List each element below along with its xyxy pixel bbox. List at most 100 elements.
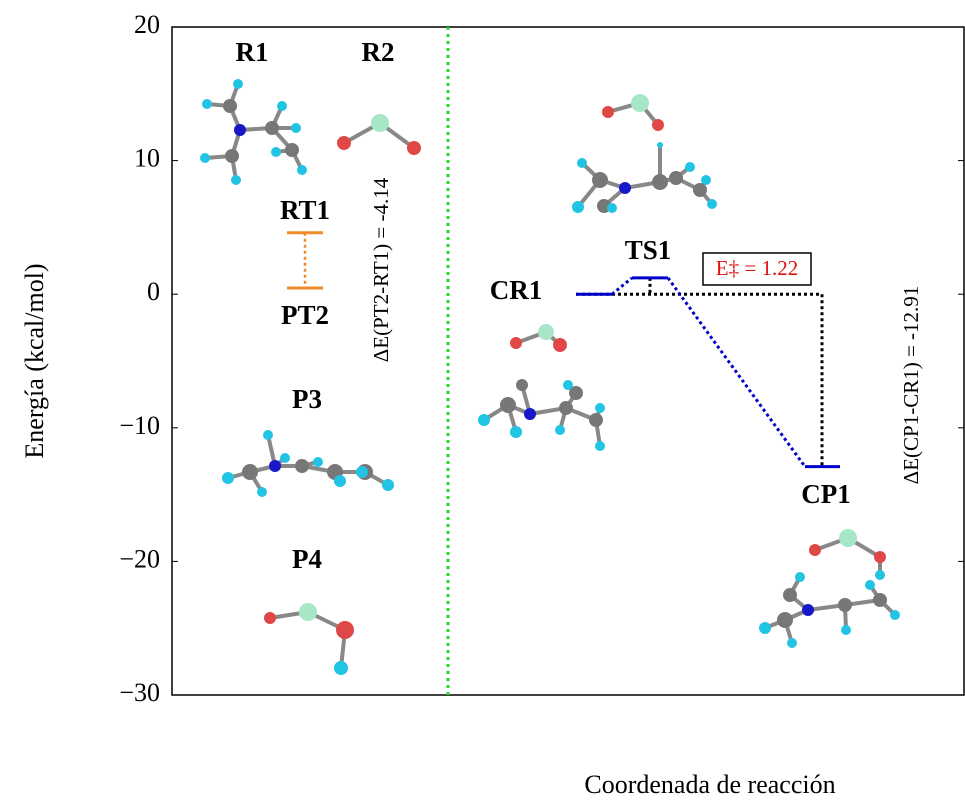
atom [313, 457, 323, 467]
atom [693, 183, 707, 197]
atom [516, 379, 528, 391]
level-label: PT2 [281, 300, 329, 330]
level-label: RT1 [280, 195, 330, 225]
atom [572, 201, 584, 213]
atom [538, 324, 554, 340]
atom [500, 397, 516, 413]
atom [295, 459, 309, 473]
atom [631, 94, 649, 112]
annotation: ΔE(CP1-CR1) = -12.91 [899, 286, 923, 485]
atom [569, 386, 583, 400]
plot-frame [171, 26, 965, 696]
x-axis-label: Coordenada de reacción [584, 770, 835, 799]
atom [802, 604, 814, 616]
atom [553, 338, 567, 352]
atom [356, 466, 368, 478]
atom [602, 106, 614, 118]
atom [875, 570, 885, 580]
atom [277, 101, 287, 111]
atom [510, 426, 522, 438]
atom [271, 147, 281, 157]
structure-label: R1 [236, 37, 269, 67]
atom [202, 99, 212, 109]
atom [263, 430, 273, 440]
atom [865, 580, 875, 590]
atom [280, 453, 290, 463]
atom [225, 149, 239, 163]
atom [336, 621, 354, 639]
atom [297, 165, 307, 175]
atom [524, 408, 536, 420]
atom [231, 175, 241, 185]
atom [559, 401, 573, 415]
atom [222, 472, 234, 484]
y-tick-label: −10 [119, 411, 160, 440]
level-connector [666, 277, 807, 468]
atom [873, 593, 887, 607]
atom [563, 380, 573, 390]
structure-label: P4 [292, 544, 322, 574]
atom [652, 119, 664, 131]
atom [264, 612, 276, 624]
y-tick-label: 0 [147, 277, 160, 306]
atom [285, 143, 299, 157]
atom [795, 572, 805, 582]
atom [841, 625, 851, 635]
atom [607, 203, 617, 213]
structure-label: R2 [362, 37, 395, 67]
atom [334, 475, 346, 487]
atom [701, 175, 711, 185]
atom [669, 171, 683, 185]
atom [592, 172, 608, 188]
atom [510, 337, 522, 349]
atom [337, 136, 351, 150]
y-tick-label: 10 [134, 144, 160, 173]
atom [299, 603, 317, 621]
atom [652, 174, 668, 190]
annotation: E‡ = 1.22 [716, 256, 798, 280]
structure-label: P3 [292, 384, 322, 414]
y-tick-label: 20 [134, 10, 160, 39]
atom [478, 414, 490, 426]
atom [269, 460, 281, 472]
y-axis-label: Energía (kcal/mol) [20, 263, 49, 458]
atom [787, 638, 797, 648]
atom [595, 441, 605, 451]
atom [783, 588, 797, 602]
atom [619, 182, 631, 194]
level-label: CP1 [801, 479, 851, 509]
atom [657, 142, 663, 148]
level-label: CR1 [490, 275, 543, 305]
atom [890, 610, 900, 620]
atom [223, 99, 237, 113]
atom [242, 464, 258, 480]
y-tick-label: −30 [119, 678, 160, 707]
y-tick-label: −20 [119, 544, 160, 573]
atom [595, 403, 605, 413]
atom [233, 79, 243, 89]
atom [685, 162, 695, 172]
atom [839, 529, 857, 547]
atom [200, 153, 210, 163]
atom [759, 622, 771, 634]
atom [382, 479, 394, 491]
atom [577, 158, 587, 168]
atom [291, 123, 301, 133]
level-label: TS1 [625, 235, 672, 265]
atom [257, 487, 267, 497]
atom [838, 598, 852, 612]
annotation-box [702, 252, 812, 286]
atom [234, 124, 246, 136]
atom [874, 551, 886, 563]
annotation: ΔE(PT2-RT1) = -4.14 [369, 177, 393, 362]
atom [777, 612, 793, 628]
atom [371, 114, 389, 132]
atom [555, 425, 565, 435]
atom [265, 121, 279, 135]
atom [707, 199, 717, 209]
atom [589, 413, 603, 427]
atom [334, 661, 348, 675]
atom [407, 141, 421, 155]
atom [809, 544, 821, 556]
